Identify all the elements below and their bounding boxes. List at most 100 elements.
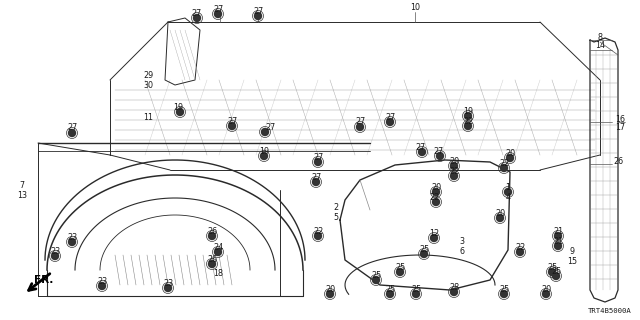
Text: 9: 9 [570, 247, 575, 257]
Circle shape [214, 11, 221, 18]
Text: 12: 12 [429, 229, 439, 238]
Text: 25: 25 [551, 268, 561, 276]
Text: 27: 27 [313, 154, 323, 163]
Text: 20: 20 [449, 157, 459, 166]
Text: 28: 28 [449, 284, 459, 292]
Text: 19: 19 [463, 108, 473, 116]
Text: 27: 27 [355, 117, 365, 126]
Circle shape [548, 268, 556, 276]
Circle shape [451, 163, 458, 170]
Text: 11: 11 [143, 114, 153, 123]
Text: 25: 25 [411, 285, 421, 294]
Text: 27: 27 [227, 117, 237, 126]
Text: TRT4B5000A: TRT4B5000A [588, 308, 632, 314]
Text: 20: 20 [505, 149, 515, 158]
Circle shape [314, 158, 321, 165]
Circle shape [497, 214, 504, 221]
Text: 3: 3 [460, 237, 465, 246]
Text: 10: 10 [410, 4, 420, 12]
Text: 13: 13 [17, 191, 27, 201]
Text: 30: 30 [143, 81, 153, 90]
Text: 19: 19 [173, 103, 183, 113]
Circle shape [314, 233, 321, 239]
Text: 21: 21 [553, 228, 563, 236]
Text: 22: 22 [499, 159, 509, 169]
Text: 22: 22 [430, 194, 440, 203]
Text: 22: 22 [449, 167, 459, 177]
Circle shape [372, 276, 380, 284]
Circle shape [506, 155, 513, 162]
Circle shape [228, 123, 236, 130]
Text: 25: 25 [395, 263, 405, 273]
Circle shape [433, 188, 440, 196]
Text: 23: 23 [67, 234, 77, 243]
Text: 22: 22 [313, 228, 323, 236]
Text: FR.: FR. [35, 275, 54, 285]
Circle shape [209, 260, 216, 268]
Text: 27: 27 [311, 173, 321, 182]
Text: 20: 20 [541, 285, 551, 294]
Circle shape [500, 291, 508, 298]
Text: 27: 27 [192, 10, 202, 19]
Text: 24: 24 [213, 244, 223, 252]
Circle shape [552, 273, 559, 279]
Circle shape [68, 238, 76, 245]
Circle shape [451, 172, 458, 180]
Text: 25: 25 [371, 271, 381, 281]
Circle shape [436, 153, 444, 159]
Text: 27: 27 [213, 5, 223, 14]
Text: 25: 25 [499, 285, 509, 294]
Circle shape [554, 233, 561, 239]
Text: 26: 26 [613, 157, 623, 166]
Text: 29: 29 [143, 71, 153, 81]
Text: 21: 21 [553, 237, 563, 246]
Text: 27: 27 [433, 148, 443, 156]
Text: 20: 20 [495, 210, 505, 219]
Circle shape [387, 118, 394, 125]
Circle shape [177, 108, 184, 116]
Text: 8: 8 [598, 34, 602, 43]
Text: 19: 19 [259, 148, 269, 156]
Text: 27: 27 [415, 143, 425, 153]
Circle shape [451, 289, 458, 295]
Text: 5: 5 [333, 213, 339, 222]
Text: 14: 14 [595, 42, 605, 51]
Text: 22: 22 [463, 117, 473, 126]
Circle shape [68, 130, 76, 137]
Circle shape [262, 129, 269, 135]
Text: 1: 1 [506, 183, 511, 193]
Text: 4: 4 [506, 194, 511, 203]
Circle shape [500, 164, 508, 172]
Text: 25: 25 [385, 285, 395, 294]
Text: 25: 25 [547, 263, 557, 273]
Circle shape [99, 283, 106, 290]
Text: 6: 6 [460, 247, 465, 257]
Circle shape [420, 251, 428, 258]
Circle shape [543, 291, 550, 298]
Text: 27: 27 [385, 114, 395, 123]
Circle shape [255, 12, 262, 20]
Text: 17: 17 [615, 124, 625, 132]
Circle shape [164, 284, 172, 292]
Text: 16: 16 [615, 116, 625, 124]
Circle shape [397, 268, 403, 276]
Circle shape [209, 233, 216, 239]
Text: 20: 20 [325, 285, 335, 294]
Text: 23: 23 [50, 247, 60, 257]
Circle shape [51, 252, 58, 260]
Text: 27: 27 [265, 124, 275, 132]
Circle shape [413, 291, 419, 298]
Circle shape [554, 243, 561, 250]
Text: 26: 26 [207, 255, 217, 265]
Circle shape [465, 113, 472, 119]
Circle shape [193, 14, 200, 21]
Text: 23: 23 [163, 279, 173, 289]
Text: 7: 7 [19, 181, 24, 190]
Circle shape [312, 179, 319, 186]
Text: 27: 27 [67, 124, 77, 132]
Circle shape [260, 153, 268, 159]
Text: 22: 22 [515, 244, 525, 252]
Circle shape [504, 188, 511, 196]
Text: 15: 15 [567, 258, 577, 267]
Text: 26: 26 [207, 228, 217, 236]
